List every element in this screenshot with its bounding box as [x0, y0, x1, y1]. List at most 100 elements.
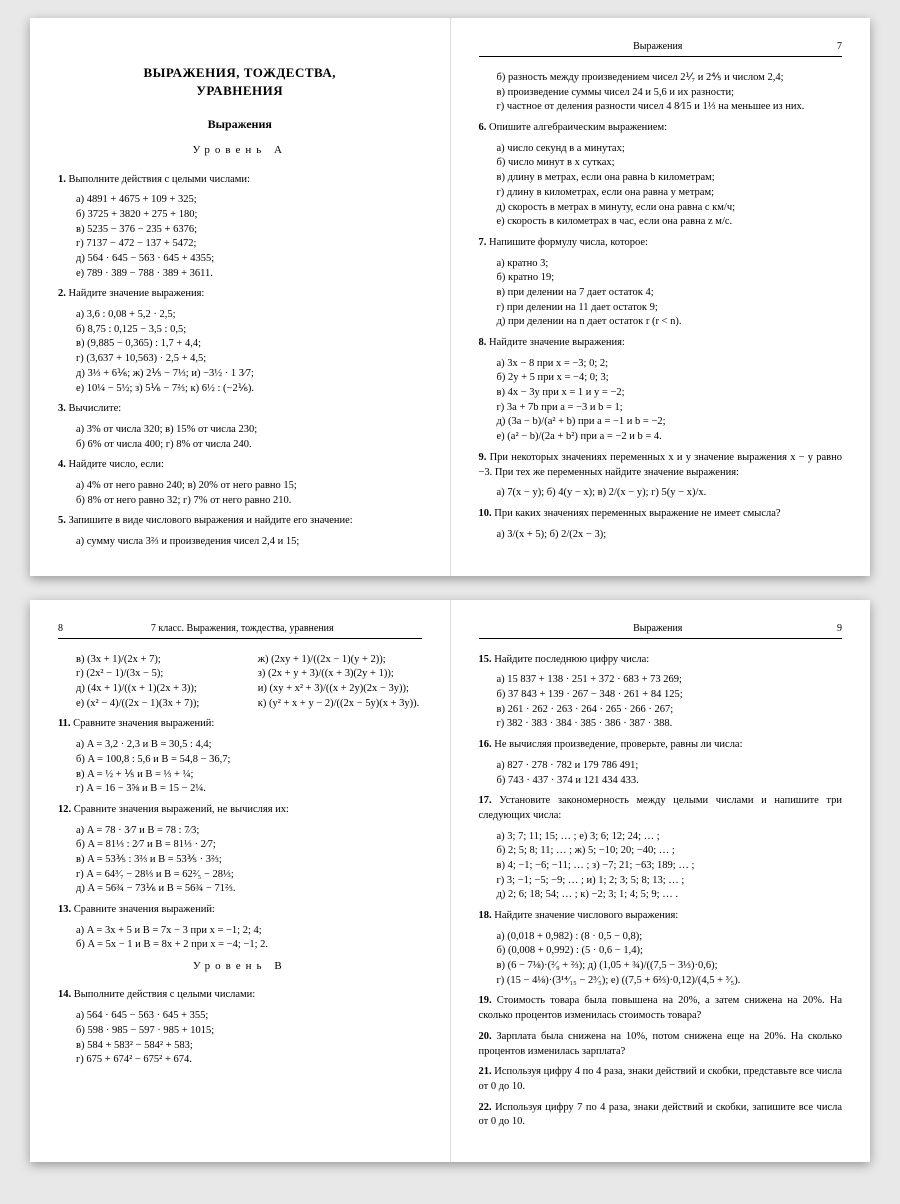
task-number: 11. [58, 718, 71, 729]
task-2: 2. Найдите значение выражения: [58, 287, 422, 302]
chapter-title: ВЫРАЖЕНИЯ, ТОЖДЕСТВА, УРАВНЕНИЯ [58, 64, 422, 100]
task-2-a: а) 3,6 : 0,08 + 5,2 · 2,5; [76, 308, 422, 323]
page-7: Выражения 7 б) разность между произведен… [451, 18, 871, 576]
task-8-a: а) 3x − 8 при x = −3; 0; 2; [497, 357, 843, 372]
task-11-d: г) A = 16 − 3⅝ и B = 15 − 2¼. [76, 782, 422, 797]
task-12-d: г) A = 64³⁄₇ − 28⅓ и B = 62²⁄₅ − 28⅓; [76, 868, 422, 883]
task-8-b: б) 2y + 5 при x = −4; 0; 3; [497, 371, 843, 386]
task-7-a: а) кратно 3; [497, 257, 843, 272]
task-19: 19. Стоимость товара была повышена на 20… [479, 994, 843, 1023]
task-number: 22. [479, 1102, 492, 1113]
running-head-title: 7 класс. Выражения, тождества, уравнения [151, 622, 334, 636]
task-15-a: а) 15 837 + 138 · 251 + 372 · 683 + 73 2… [497, 673, 843, 688]
task-18-a: а) (0,018 + 0,982) : (8 · 0,5 − 0,8); [497, 930, 843, 945]
task-2-f: е) 10¼ − 5½; з) 5⅙ − 7⅔; к) 6½ : (−2⅙). [76, 382, 422, 397]
task-text: Вычислите: [69, 403, 122, 414]
task-text: При каких значениях переменных выражение… [494, 508, 780, 519]
task-17-a: а) 3; 7; 11; 15; … ; е) 3; 6; 12; 24; … … [497, 830, 843, 845]
task-text: Зарплата была снижена на 10%, потом сниж… [479, 1031, 843, 1057]
task-number: 21. [479, 1066, 492, 1077]
task-text: Найдите значение числового выражения: [494, 910, 678, 921]
running-head-title: Выражения [633, 622, 682, 636]
task-8-e: д) (3a − b)/(a² + b) при a = −1 и b = −2… [497, 415, 843, 430]
task-11: 11. Сравните значения выражений: [58, 717, 422, 732]
task-5-a: а) сумму числа 3⅔ и произведения чисел 2… [76, 535, 422, 550]
task-number: 7. [479, 237, 487, 248]
frac-item: з) (2x + y + 3)/((x + 3)(2y + 1)); [258, 667, 422, 682]
task-text: Сравните значения выражений: [74, 904, 215, 915]
task-3: 3. Вычислите: [58, 402, 422, 417]
task-number: 12. [58, 804, 71, 815]
task-7-b: б) кратно 19; [497, 271, 843, 286]
task-3-b: б) 6% от числа 400; г) 8% от числа 240. [76, 438, 422, 453]
task-12-a: а) A = 78 · 3⁄7 и B = 78 : 7⁄3; [76, 824, 422, 839]
task-1-b: б) 3725 + 3820 + 275 + 180; [76, 208, 422, 223]
task-10-items: а) 3/(x + 5); б) 2/(2x − 3); [497, 528, 843, 543]
task-number: 2. [58, 288, 66, 299]
task-5: 5. Запишите в виде числового выражения и… [58, 514, 422, 529]
task-6-a: а) число секунд в a минутах; [497, 142, 843, 157]
task-number: 3. [58, 403, 66, 414]
task-4-a: а) 4% от него равно 240; в) 20% от него … [76, 479, 422, 494]
task-12-b: б) A = 81⅓ : 2⁄7 и B = 81⅓ · 2⁄7; [76, 838, 422, 853]
spread-1: ВЫРАЖЕНИЯ, ТОЖДЕСТВА, УРАВНЕНИЯ Выражени… [30, 18, 870, 576]
task-text: Выполните действия с целыми числами: [69, 174, 250, 185]
section-title: Выражения [58, 116, 422, 133]
task-21: 21. Используя цифру 4 по 4 раза, знаки д… [479, 1065, 843, 1094]
task-7-e: д) при делении на n дает остаток r (r < … [497, 315, 843, 330]
running-head-title: Выражения [633, 40, 682, 54]
task-9-items: а) 7(x − y); б) 4(y − x); в) 2/(x − y); … [497, 486, 843, 501]
task-18-b: б) (0,008 + 0,992) : (5 · 0,6 − 1,4); [497, 944, 843, 959]
task-number: 17. [479, 795, 492, 806]
task-number: 19. [479, 995, 492, 1006]
running-head: Выражения 9 [479, 622, 843, 639]
task-1-f: е) 789 · 389 − 788 · 389 + 3611. [76, 267, 422, 282]
task-1: 1. Выполните действия с целыми числами: [58, 173, 422, 188]
spread-2: 8 7 класс. Выражения, тождества, уравнен… [30, 600, 870, 1162]
task-6-c: в) длину в метрах, если она равна b кило… [497, 171, 843, 186]
task-5-b: б) разность между произведением чисел 2⅟… [497, 71, 843, 86]
task-22: 22. Используя цифру 7 по 4 раза, знаки д… [479, 1101, 843, 1130]
task-13-a: а) A = 3x + 5 и B = 7x − 3 при x = −1; 2… [76, 924, 422, 939]
page-number: 8 [58, 622, 63, 636]
task-number: 16. [479, 739, 492, 750]
frac-item: в) (3x + 1)/(2x + 7); [76, 653, 240, 668]
task-18: 18. Найдите значение числового выражения… [479, 909, 843, 924]
page-8: 8 7 класс. Выражения, тождества, уравнен… [30, 600, 451, 1162]
task-2-e: д) 3⅓ + 6⅙; ж) 2⅕ − 7⅓; и) −3½ · 1 3⁄7; [76, 367, 422, 382]
task-text: При некоторых значениях переменных x и y… [479, 452, 843, 478]
task-12-e: д) A = 56¾ − 73⅙ и B = 56¾ − 71⅔. [76, 882, 422, 897]
task-text: Найдите значение выражения: [489, 337, 625, 348]
task-8-d: г) 3a + 7b при a = −3 и b = 1; [497, 401, 843, 416]
frac-item: г) (2x² − 1)/(3x − 5); [76, 667, 240, 682]
task-14-c: в) 584 + 583² − 584² + 583; [76, 1039, 422, 1054]
task-7-c: в) при делении на 7 дает остаток 4; [497, 286, 843, 301]
task-12: 12. Сравните значения выражений, не вычи… [58, 803, 422, 818]
level-b: Уровень В [58, 959, 422, 974]
task-11-b: б) A = 100,8 : 5,6 и B = 54,8 − 36,7; [76, 753, 422, 768]
task-16-b: б) 743 · 437 · 374 и 121 434 433. [497, 774, 843, 789]
task-18-c: в) (6 − 7⅛)·(²⁄₉ + ⅔); д) (1,05 + ¾)/((7… [497, 959, 843, 974]
task-6-e: д) скорость в метрах в минуту, если она … [497, 201, 843, 216]
task-text: Выполните действия с целыми числами: [74, 989, 255, 1000]
task-number: 5. [58, 515, 66, 526]
task-text: Найдите значение выражения: [69, 288, 205, 299]
task-17-e: д) 2; 6; 18; 54; … ; к) −2; 3; 1; 4; 5; … [497, 888, 843, 903]
task-2-d: г) (3,637 + 10,563) · 2,5 + 4,5; [76, 352, 422, 367]
frac-item: д) (4x + 1)/((x + 1)(2x + 3)); [76, 682, 240, 697]
task-text: Используя цифру 4 по 4 раза, знаки дейст… [479, 1066, 843, 1092]
task-number: 18. [479, 910, 492, 921]
level-a: Уровень А [58, 143, 422, 158]
task-8-c: в) 4x − 3y при x = 1 и y = −2; [497, 386, 843, 401]
task-number: 13. [58, 904, 71, 915]
task-6-d: г) длину в километрах, если она равна y … [497, 186, 843, 201]
task-number: 1. [58, 174, 66, 185]
task-15-c: в) 261 · 262 · 263 · 264 · 265 · 266 · 2… [497, 703, 843, 718]
task-5-c: в) произведение суммы чисел 24 и 5,6 и и… [497, 86, 843, 101]
frac-item: и) (xy + x² + 3)/((x + 2y)(2x − 3y)); [258, 682, 422, 697]
task-11-c: в) A = ½ + ⅕ и B = ⅓ + ¼; [76, 768, 422, 783]
task-number: 6. [479, 122, 487, 133]
task-14-d: г) 675 + 674² − 675² + 674. [76, 1053, 422, 1068]
running-head: Выражения 7 [479, 40, 843, 57]
task-8: 8. Найдите значение выражения: [479, 336, 843, 351]
